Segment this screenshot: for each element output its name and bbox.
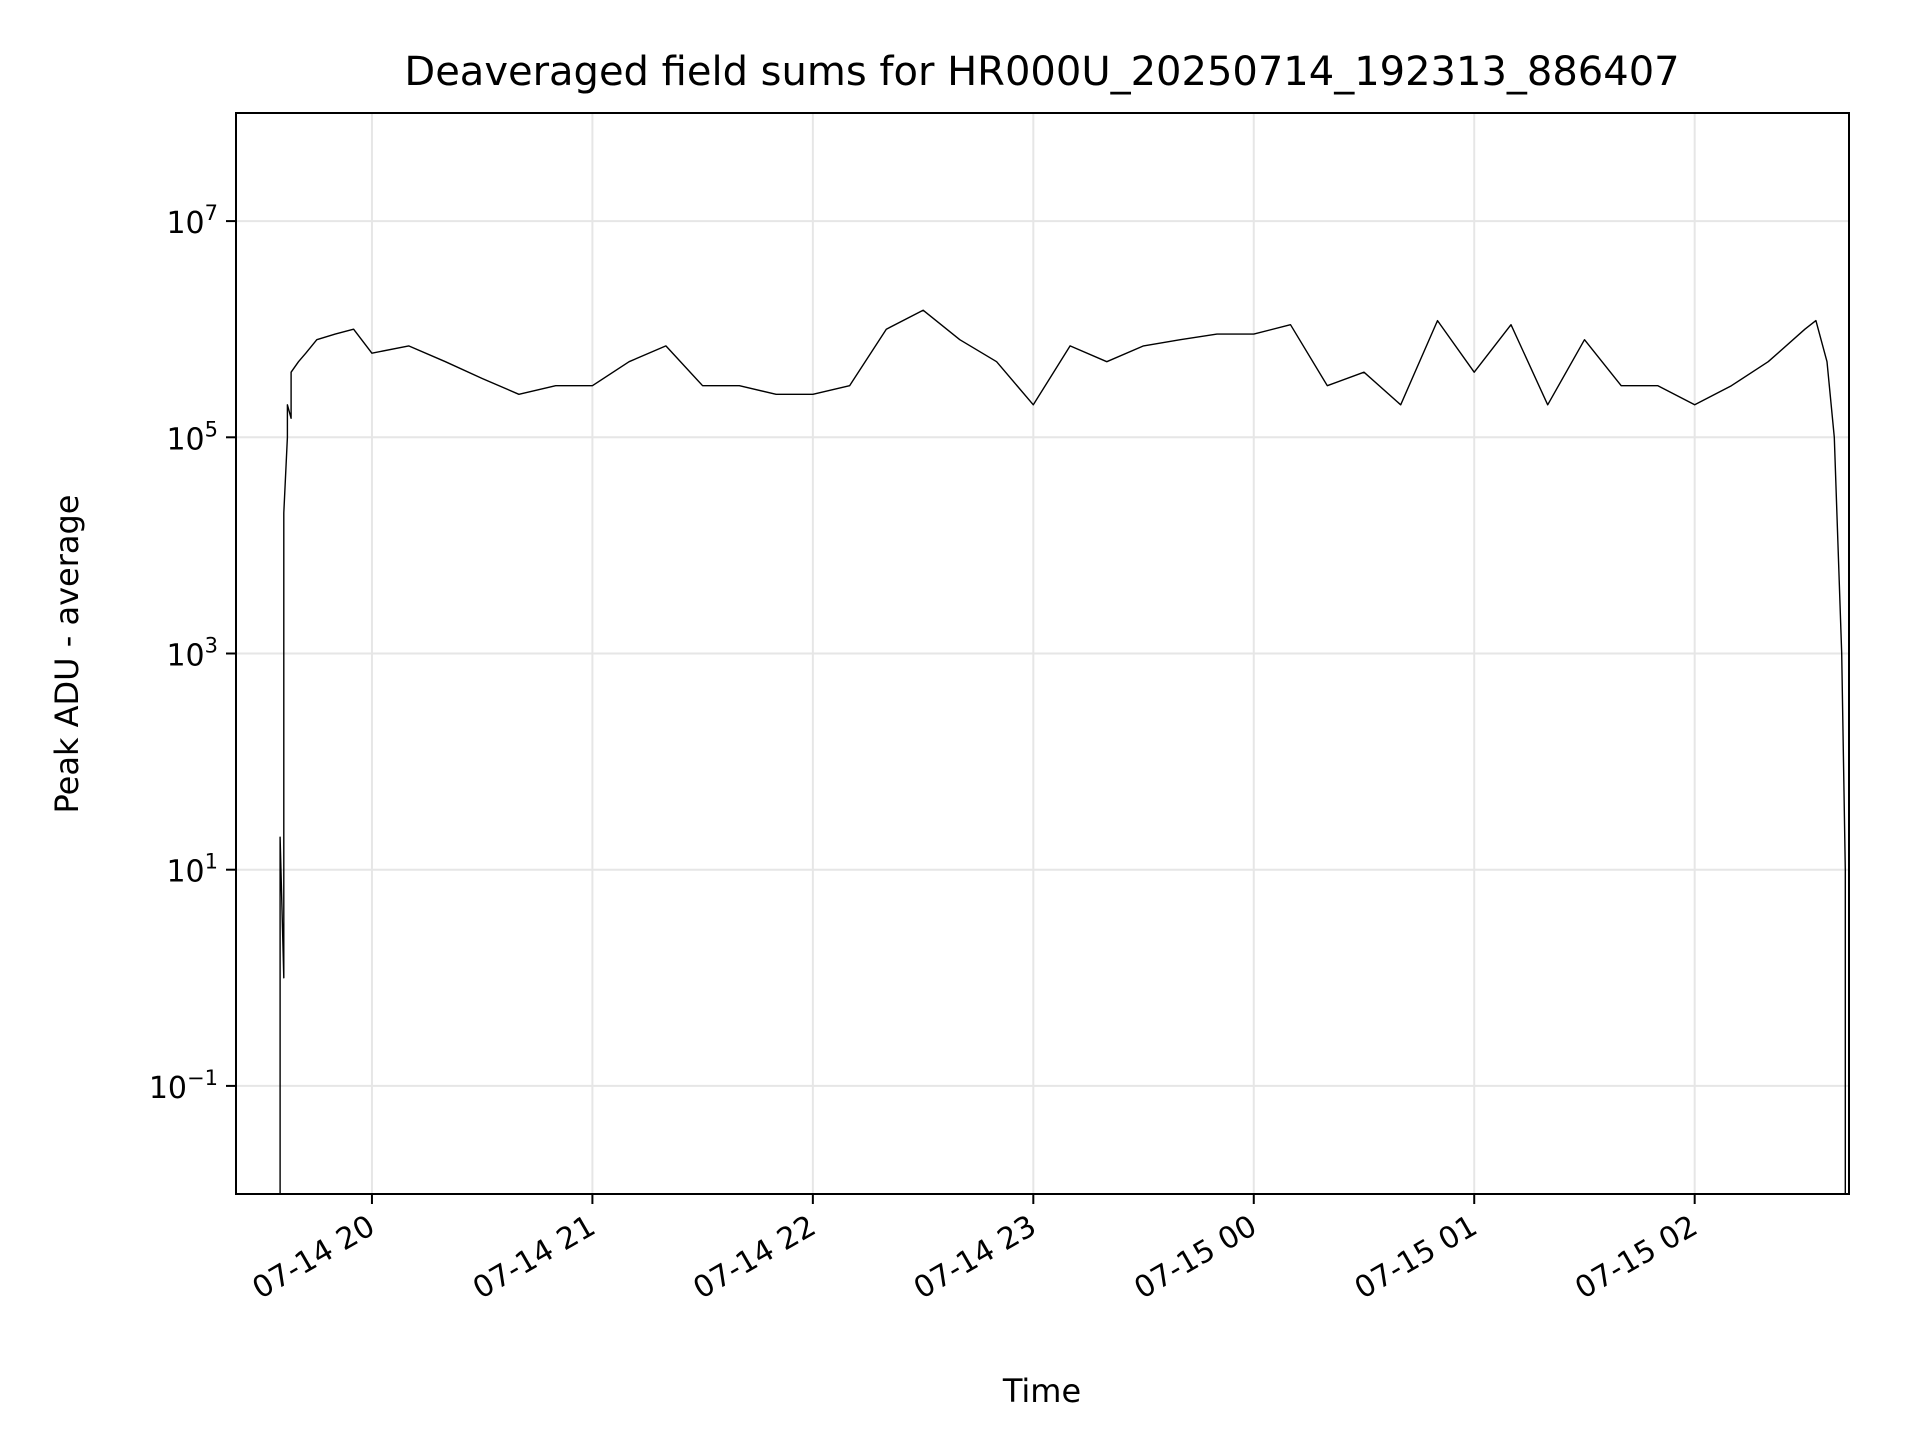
x-tick-label: 07-14 23 [908, 1209, 1042, 1307]
x-tick-label: 07-15 02 [1569, 1209, 1703, 1307]
y-tick-label: 105 [166, 417, 218, 457]
y-tick-label: 10−1 [149, 1066, 218, 1106]
grid-lines [236, 113, 1849, 1194]
x-tick-label: 07-15 01 [1349, 1209, 1483, 1307]
y-axis: 10−1 101 103 105 107 [149, 201, 236, 1106]
y-tick-label: 101 [166, 850, 218, 890]
x-tick-label: 07-14 21 [467, 1209, 601, 1307]
y-axis-title: Peak ADU - average [48, 495, 86, 814]
x-axis-title: Time [1002, 1372, 1081, 1410]
y-tick-label: 107 [166, 201, 218, 241]
y-tick-label: 103 [166, 634, 218, 674]
plot-area [279, 309, 1847, 1194]
chart-title: Deaveraged field sums for HR000U_2025071… [404, 49, 1679, 95]
series-line [279, 309, 1847, 1194]
x-tick-label: 07-14 22 [688, 1209, 822, 1307]
x-axis: 07-14 20 07-14 21 07-14 22 07-14 23 07-15 00… [247, 1194, 1704, 1306]
x-tick-label: 07-15 00 [1128, 1209, 1262, 1307]
x-tick-label: 07-14 20 [247, 1209, 381, 1307]
